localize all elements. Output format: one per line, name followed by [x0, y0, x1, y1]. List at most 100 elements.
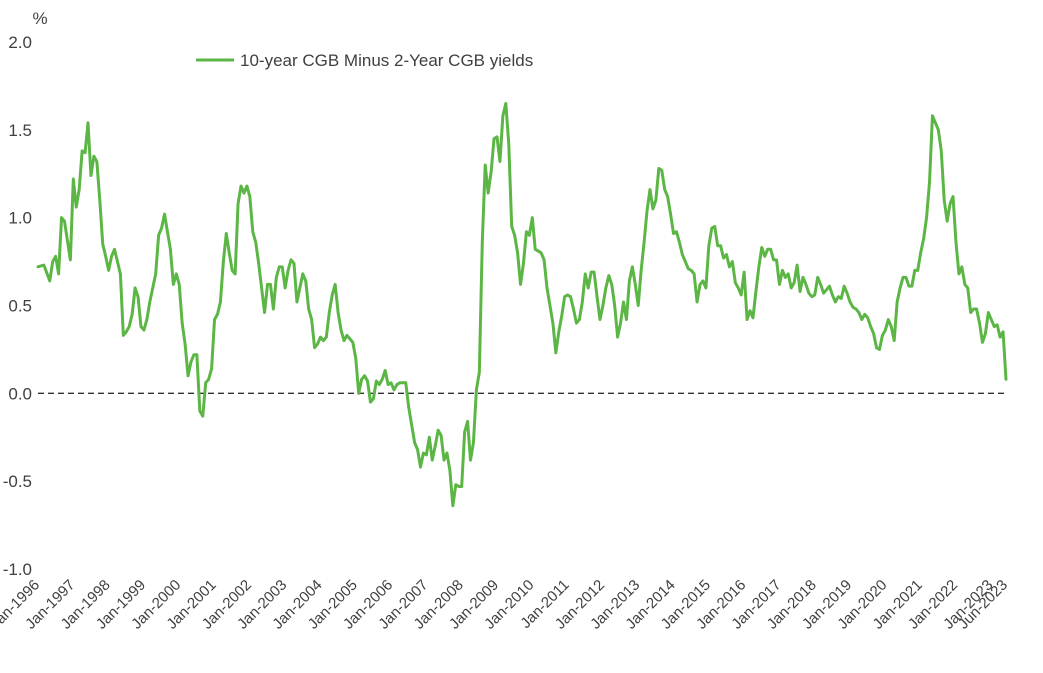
data-point — [998, 335, 1002, 339]
data-point — [128, 325, 131, 328]
data-point — [984, 332, 987, 335]
data-point — [672, 232, 675, 235]
data-point — [489, 170, 493, 174]
data-point — [331, 293, 334, 297]
data-point — [107, 269, 110, 272]
data-point — [575, 321, 578, 325]
data-point — [104, 255, 107, 258]
data-point — [389, 381, 393, 384]
data-point — [625, 318, 628, 321]
data-point — [887, 318, 890, 321]
data-point — [725, 253, 728, 256]
y-tick-label: -0.5 — [3, 472, 32, 491]
data-point — [363, 374, 366, 377]
data-point — [687, 267, 690, 270]
data-point — [278, 265, 281, 269]
data-point — [663, 188, 666, 191]
data-point — [139, 325, 143, 328]
data-point — [660, 169, 663, 172]
data-point — [554, 351, 558, 355]
data-point — [613, 304, 616, 307]
data-point — [398, 381, 402, 384]
data-point — [251, 230, 254, 233]
data-point — [966, 286, 969, 290]
data-point — [566, 293, 569, 297]
data-point — [698, 283, 702, 286]
data-point — [180, 321, 184, 325]
y-tick-label: 2.0 — [8, 33, 32, 52]
data-point — [145, 318, 149, 321]
data-point — [204, 381, 207, 384]
data-points — [36, 102, 1008, 507]
data-point — [572, 307, 575, 311]
data-point — [516, 251, 519, 254]
data-point — [689, 269, 693, 272]
data-point — [692, 272, 696, 276]
y-axis-unit-label: % — [32, 9, 47, 28]
data-point — [448, 469, 452, 472]
data-point — [454, 483, 457, 486]
data-point — [313, 346, 316, 349]
data-point — [901, 276, 905, 279]
y-tick-label: 0.0 — [8, 384, 32, 403]
data-point — [189, 360, 193, 363]
data-point — [845, 292, 849, 295]
data-point — [875, 346, 878, 349]
data-point — [866, 316, 869, 319]
data-point — [534, 248, 537, 251]
data-point — [519, 283, 522, 286]
data-point — [133, 286, 137, 290]
data-point — [275, 276, 278, 279]
data-point — [722, 256, 725, 260]
data-point — [195, 353, 199, 356]
data-point — [795, 263, 799, 267]
data-point — [319, 335, 322, 339]
data-point — [607, 274, 610, 277]
data-point — [510, 225, 513, 228]
y-tick-label: 0.5 — [8, 297, 32, 316]
data-point — [263, 311, 266, 314]
data-point — [504, 102, 508, 105]
data-point — [283, 286, 287, 290]
data-point — [657, 167, 661, 170]
data-point — [634, 283, 637, 286]
data-point — [101, 242, 104, 246]
data-point — [854, 307, 858, 311]
data-point — [172, 283, 175, 286]
data-point — [157, 234, 160, 237]
data-point — [584, 272, 587, 276]
data-point — [851, 306, 855, 309]
data-point — [466, 420, 469, 423]
data-point — [63, 219, 66, 223]
data-point — [469, 458, 472, 462]
data-point — [395, 383, 399, 386]
data-point — [807, 292, 811, 295]
data-point — [416, 448, 419, 451]
data-point — [954, 241, 958, 244]
data-point — [160, 227, 163, 230]
data-point — [460, 485, 463, 488]
data-point — [366, 379, 369, 383]
data-point — [834, 300, 837, 304]
data-point — [183, 342, 187, 346]
data-point — [289, 258, 293, 262]
data-point — [233, 272, 237, 276]
data-point — [92, 154, 96, 158]
data-point — [486, 191, 490, 195]
data-point — [154, 272, 157, 276]
data-point — [863, 313, 866, 316]
data-point — [654, 198, 658, 202]
data-point — [563, 295, 566, 298]
data-point — [695, 300, 699, 304]
data-point — [381, 378, 384, 381]
data-point — [383, 369, 387, 372]
data-point — [772, 258, 775, 262]
data-point — [75, 205, 78, 209]
data-point — [798, 290, 802, 293]
data-point — [560, 314, 563, 318]
data-point — [457, 485, 460, 488]
data-point — [548, 304, 552, 307]
data-point — [707, 244, 711, 247]
data-point — [207, 378, 210, 381]
data-point — [89, 174, 93, 177]
